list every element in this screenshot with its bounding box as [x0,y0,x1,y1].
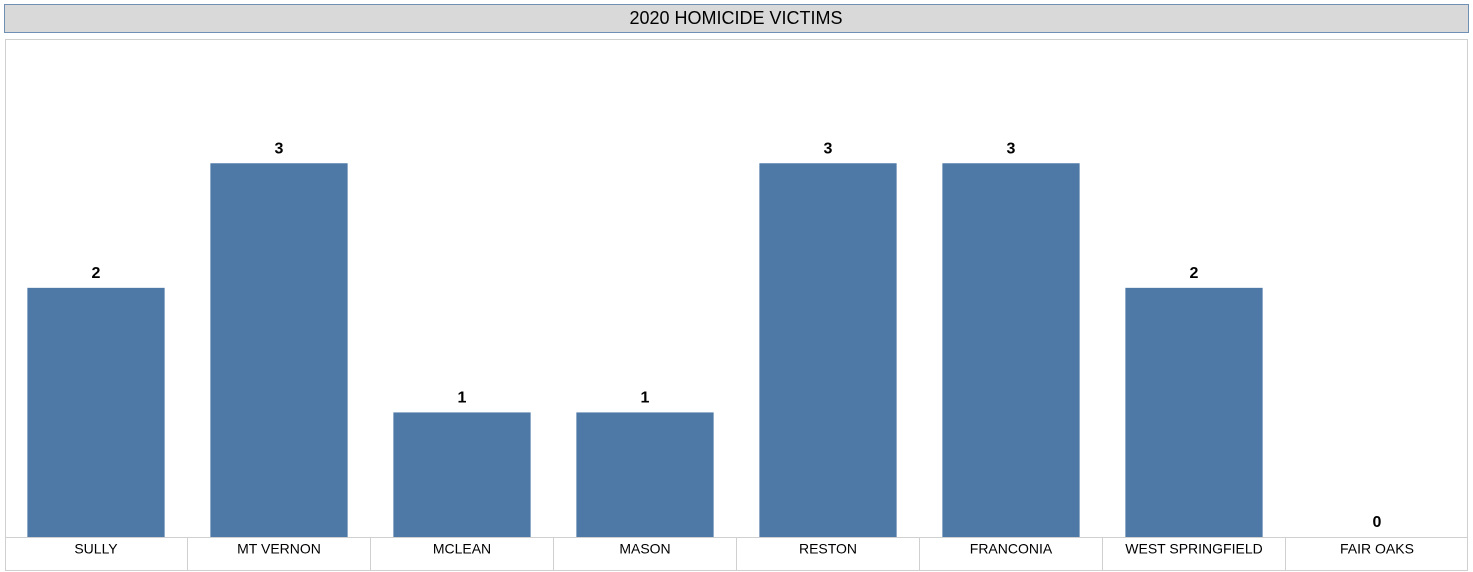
value-label: 0 [1373,514,1382,531]
bar [210,163,348,538]
bar [576,412,714,537]
x-tick-label: MASON [619,541,670,557]
x-tick-label: FRANCONIA [970,541,1053,557]
value-label: 3 [824,140,833,157]
x-tick-label: SULLY [74,541,118,557]
value-label: 1 [458,390,467,407]
value-label: 2 [1190,265,1199,282]
bar [942,163,1080,538]
value-label: 2 [92,265,101,282]
x-tick-label: FAIR OAKS [1340,541,1414,557]
title-bar [4,4,1469,33]
bar [1125,287,1263,537]
value-label: 1 [641,390,650,407]
x-tick-label: MCLEAN [433,541,491,557]
chart-title: 2020 HOMICIDE VICTIMS [629,8,842,28]
value-label: 3 [1007,140,1016,157]
bar [393,412,531,537]
bar [759,163,897,538]
x-tick-label: WEST SPRINGFIELD [1125,541,1262,557]
x-tick-label: RESTON [799,541,857,557]
x-tick-label: MT VERNON [237,541,321,557]
value-label: 3 [275,140,284,157]
bar [27,287,165,537]
